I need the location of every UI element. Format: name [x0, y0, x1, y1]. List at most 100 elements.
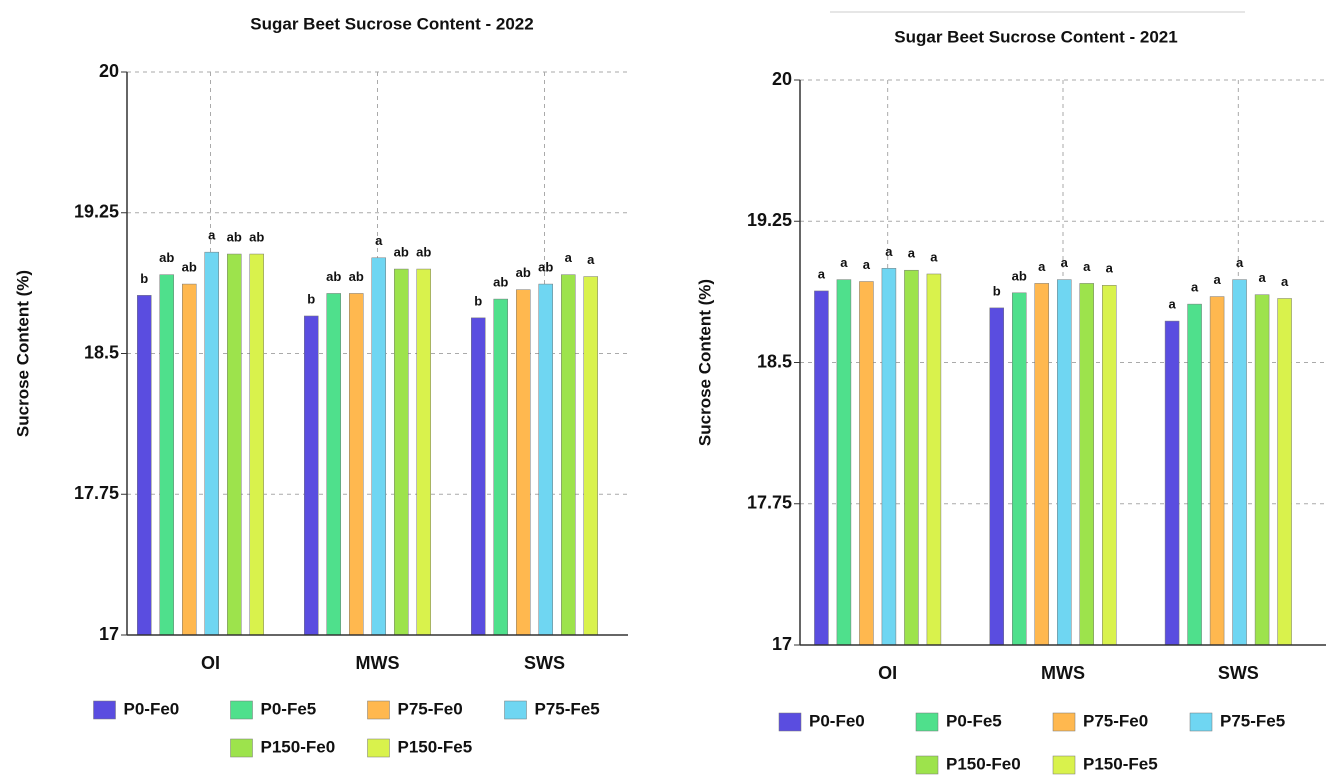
significance-letter: a: [1168, 297, 1176, 312]
chart-title: Sugar Beet Sucrose Content - 2022: [250, 14, 533, 33]
significance-letter: b: [307, 291, 315, 306]
x-tick-label: MWS: [356, 653, 400, 673]
bar: [1034, 283, 1049, 646]
significance-letter: a: [1083, 259, 1091, 274]
legend-swatch: [1189, 712, 1213, 732]
significance-letter: ab: [349, 269, 364, 284]
bar: [326, 293, 341, 636]
bar: [371, 257, 386, 636]
significance-letter: a: [840, 255, 848, 270]
significance-letter: ab: [159, 250, 174, 265]
bar: [249, 253, 264, 636]
significance-letter: ab: [249, 229, 264, 244]
legend-label: P75-Fe5: [1220, 711, 1285, 730]
bar: [1164, 320, 1180, 646]
y-axis-label: Sucrose Content (%): [695, 279, 714, 446]
legend-label: P75-Fe0: [1083, 711, 1148, 730]
significance-letter: ab: [1012, 268, 1027, 283]
legend-label: P150-Fe0: [946, 754, 1021, 773]
significance-letter: ab: [493, 275, 508, 290]
significance-letter: b: [993, 283, 1001, 298]
bar: [471, 317, 486, 636]
bar: [516, 289, 531, 636]
y-tick-label: 19.25: [74, 202, 119, 222]
legend-label: P0-Fe5: [261, 699, 317, 718]
bar: [881, 268, 897, 646]
significance-letter: a: [1258, 270, 1266, 285]
y-tick-label: 17: [772, 634, 792, 654]
y-axis-label: Sucrose Content (%): [13, 270, 32, 437]
significance-letter: ab: [182, 260, 197, 275]
y-tick-label: 18.5: [757, 351, 792, 371]
significance-letter: a: [375, 233, 383, 248]
significance-letter: a: [1038, 259, 1046, 274]
legend-swatch: [915, 755, 939, 775]
bar: [836, 279, 852, 646]
bar: [1277, 298, 1292, 646]
significance-letter: a: [565, 250, 573, 265]
legend-swatch: [93, 700, 116, 720]
significance-letter: a: [885, 244, 893, 259]
legend-label: P150-Fe5: [1083, 754, 1158, 773]
bar: [159, 274, 174, 636]
legend-swatch: [778, 712, 802, 732]
legend-swatch: [915, 712, 939, 732]
significance-letter: ab: [538, 260, 553, 275]
legend-label: P150-Fe5: [398, 737, 473, 756]
bar: [926, 273, 942, 646]
x-tick-label: SWS: [1218, 663, 1259, 683]
significance-letter: b: [140, 271, 148, 286]
bar: [204, 251, 219, 636]
legend-swatch: [230, 700, 253, 720]
legend-swatch: [367, 700, 390, 720]
significance-letter: a: [818, 266, 826, 281]
significance-letter: a: [208, 228, 216, 243]
significance-letter: a: [930, 249, 938, 264]
bar: [814, 290, 829, 646]
chart-title: Sugar Beet Sucrose Content - 2021: [894, 27, 1177, 46]
significance-letter: b: [474, 293, 482, 308]
significance-letter: ab: [326, 269, 341, 284]
bar: [227, 253, 242, 636]
x-tick-label: OI: [201, 653, 220, 673]
legend-swatch: [1052, 755, 1076, 775]
x-tick-label: OI: [878, 663, 897, 683]
significance-letter: a: [863, 257, 871, 272]
bar: [182, 283, 197, 636]
bar: [394, 268, 409, 636]
y-tick-label: 19.25: [747, 210, 792, 230]
y-tick-label: 17.75: [747, 493, 792, 513]
bar: [561, 274, 576, 636]
legend-label: P0-Fe0: [124, 699, 180, 718]
bar: [989, 307, 1004, 646]
bar: [1012, 292, 1027, 646]
bar: [1187, 303, 1202, 646]
significance-letter: a: [1061, 255, 1069, 270]
significance-letter: ab: [394, 244, 409, 259]
bar: [304, 315, 319, 636]
bar: [904, 269, 919, 646]
legend-swatch: [1052, 712, 1076, 732]
significance-letter: a: [1281, 274, 1289, 289]
y-tick-label: 18.5: [84, 342, 119, 362]
x-tick-label: MWS: [1041, 663, 1085, 683]
legend-label: P75-Fe5: [535, 699, 600, 718]
significance-letter: a: [1236, 255, 1244, 270]
y-tick-label: 17: [99, 624, 119, 644]
significance-letter: ab: [416, 244, 431, 259]
bar: [349, 293, 364, 636]
bar: [1254, 294, 1270, 646]
legend-label: P0-Fe5: [946, 711, 1002, 730]
significance-letter: a: [1191, 280, 1199, 295]
significance-letter: a: [908, 246, 916, 261]
significance-letter: ab: [516, 265, 531, 280]
bar: [859, 281, 874, 646]
significance-letter: ab: [227, 229, 242, 244]
legend-swatch: [367, 738, 390, 758]
bar: [583, 276, 598, 636]
legend-label: P150-Fe0: [261, 737, 336, 756]
bar: [1102, 285, 1117, 646]
legend-swatch: [230, 738, 253, 758]
bar: [538, 283, 553, 636]
